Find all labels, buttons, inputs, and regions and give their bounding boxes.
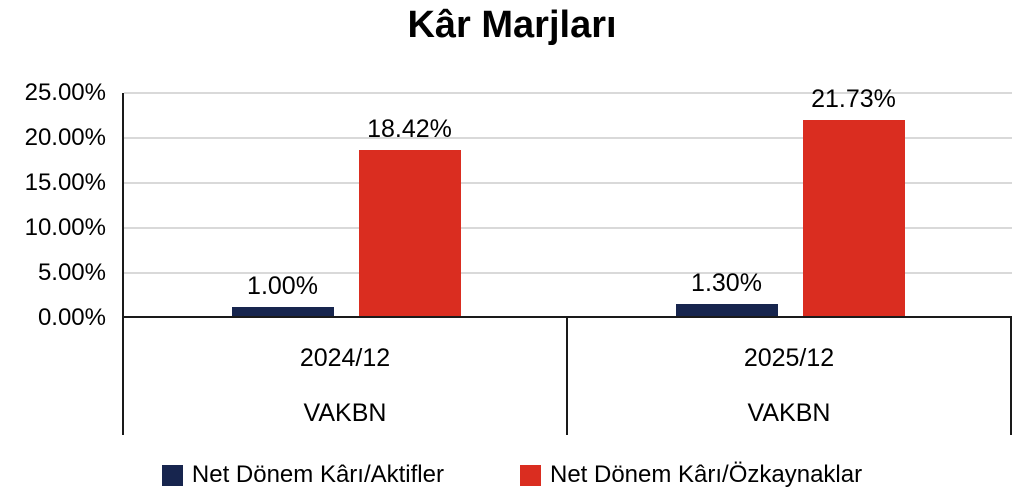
legend-label: Net Dönem Kârı/Özkaynaklar — [549, 461, 863, 488]
category-period-label: 2025/12 — [743, 344, 835, 372]
category-ticker-label: VAKBN — [303, 399, 387, 427]
bar-value-label: 1.00% — [247, 272, 318, 300]
bar-value-label: 1.30% — [691, 269, 762, 297]
bar-series-1: 1.00% — [231, 272, 334, 316]
bar-series-1: 1.30% — [675, 269, 778, 316]
category-cell: 2024/12 VAKBN — [124, 318, 568, 435]
y-tick-label: 20.00% — [24, 124, 106, 151]
bar-value-label: 21.73% — [811, 85, 896, 113]
gridline — [124, 182, 1012, 184]
legend-swatch-icon — [161, 464, 183, 486]
bar-value-label: 18.42% — [367, 115, 452, 143]
bar-series-2: 18.42% — [358, 115, 461, 316]
y-tick-label: 15.00% — [24, 169, 106, 196]
gridline — [124, 272, 1012, 274]
legend-label: Net Dönem Kârı/Aktifler — [191, 461, 444, 488]
y-tick-label: 25.00% — [24, 79, 106, 106]
bar-group: 1.30% 21.73% — [568, 85, 1012, 316]
category-cell: 2025/12 VAKBN — [568, 318, 1012, 435]
legend-item: Net Dönem Kârı/Özkaynaklar — [519, 461, 863, 489]
gridline — [124, 227, 1012, 229]
y-axis: 0.00% 5.00% 10.00% 15.00% 20.00% 25.00% — [0, 79, 112, 331]
chart-body: 1.00% 18.42% 1.30% 21.73% 2024/12 VAKBN 2025/… — [122, 85, 1012, 435]
bar-series-2: 21.73% — [802, 85, 905, 316]
y-tick-label: 5.00% — [37, 259, 106, 286]
legend-swatch-icon — [519, 464, 541, 486]
bar-groups: 1.00% 18.42% 1.30% 21.73% — [124, 85, 1012, 316]
legend-item: Net Dönem Kârı/Aktifler — [161, 461, 444, 489]
legend: Net Dönem Kârı/Aktifler Net Dönem Kârı/Öz… — [0, 461, 1024, 489]
gridline — [124, 137, 1012, 139]
category-period-label: 2024/12 — [299, 344, 391, 372]
plot-area: 1.00% 18.42% 1.30% 21.73% — [122, 85, 1012, 318]
y-tick-label: 0.00% — [37, 304, 106, 331]
bar-group: 1.00% 18.42% — [124, 93, 568, 316]
category-axis: 2024/12 VAKBN 2025/12 VAKBN — [122, 318, 1012, 435]
chart-title: Kâr Marjları — [407, 4, 617, 46]
category-ticker-label: VAKBN — [747, 399, 831, 427]
y-tick-label: 10.00% — [24, 214, 106, 241]
gridline — [124, 92, 1012, 94]
